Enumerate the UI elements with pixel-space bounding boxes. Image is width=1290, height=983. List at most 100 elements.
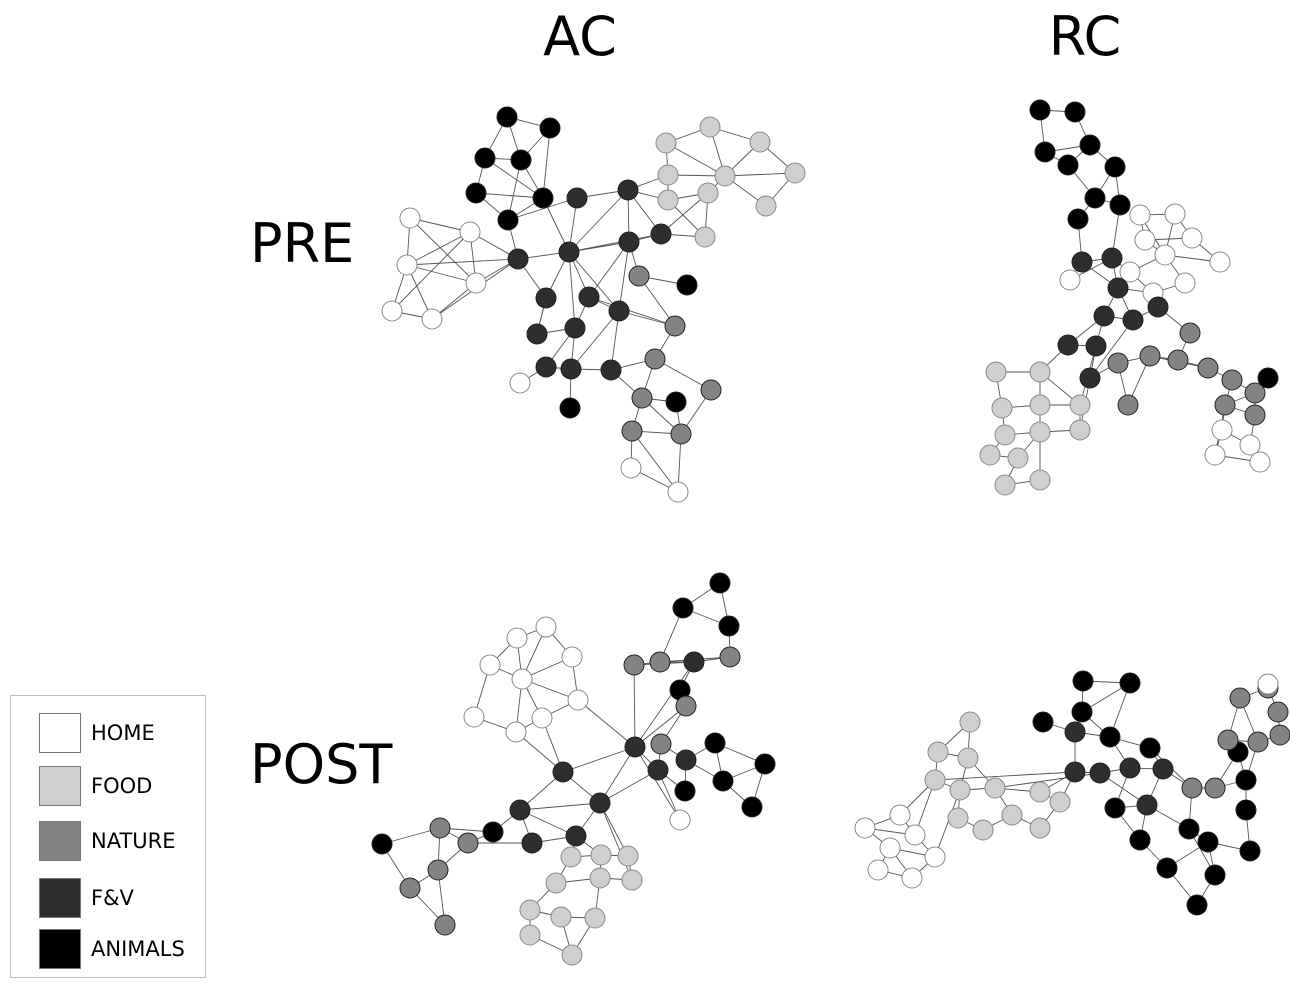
network-node xyxy=(889,804,911,826)
network-node xyxy=(482,821,504,843)
network-node xyxy=(1197,831,1219,853)
network-edge xyxy=(406,231,471,266)
network-node xyxy=(479,654,501,676)
network-node xyxy=(1244,404,1266,426)
network-node xyxy=(664,315,686,337)
network-node xyxy=(1029,817,1051,839)
network-node xyxy=(1069,419,1091,441)
network-node xyxy=(669,809,691,831)
network-node xyxy=(674,780,696,802)
network-edge xyxy=(634,705,687,748)
network-node xyxy=(1136,794,1158,816)
network-node xyxy=(699,116,721,138)
network-rc-pre xyxy=(979,99,1279,496)
network-node xyxy=(535,356,557,378)
network-node xyxy=(497,209,519,231)
network-node xyxy=(1057,154,1079,176)
network-node xyxy=(665,391,687,413)
network-node xyxy=(1089,762,1111,784)
network-node xyxy=(904,824,926,846)
network-node xyxy=(608,300,630,322)
network-node xyxy=(519,899,541,921)
network-node xyxy=(1071,251,1093,273)
network-node xyxy=(1064,101,1086,123)
network-node xyxy=(535,616,557,638)
network-node xyxy=(617,845,639,867)
network-edge xyxy=(599,802,633,881)
network-node xyxy=(1139,345,1161,367)
network-node xyxy=(994,424,1016,446)
legend-item-food: FOOD xyxy=(39,766,204,808)
network-node xyxy=(474,147,496,169)
network-node xyxy=(1214,394,1236,416)
network-node xyxy=(1099,726,1121,748)
legend-label-nature: NATURE xyxy=(91,829,176,853)
network-node xyxy=(985,361,1007,383)
network-edge xyxy=(568,233,662,253)
network-node xyxy=(1034,141,1056,163)
network-node xyxy=(650,733,672,755)
network-node xyxy=(621,869,643,891)
network-node xyxy=(1071,701,1093,723)
network-node xyxy=(657,164,679,186)
network-node xyxy=(854,817,876,839)
network-node xyxy=(1085,335,1107,357)
network-node xyxy=(578,286,600,308)
network-edge xyxy=(562,746,636,773)
network-node xyxy=(718,615,740,637)
network-node xyxy=(399,877,421,899)
legend-swatch-animals xyxy=(39,929,81,969)
network-node xyxy=(1152,758,1174,780)
network-node xyxy=(1211,419,1233,441)
network-node xyxy=(1174,272,1196,294)
network-node xyxy=(1204,444,1226,466)
legend-item-home: HOME xyxy=(39,713,204,755)
network-node xyxy=(1119,261,1141,283)
column-header-ac: AC xyxy=(543,5,617,68)
network-node xyxy=(1032,711,1054,733)
network-node xyxy=(879,837,901,859)
network-node xyxy=(457,832,479,854)
network-node xyxy=(465,182,487,204)
network-node xyxy=(1119,757,1141,779)
network-node xyxy=(396,254,418,276)
network-node xyxy=(459,221,481,243)
network-node xyxy=(617,179,639,201)
network-node xyxy=(1239,434,1261,456)
network-node xyxy=(1079,367,1101,389)
legend-label-fv: F&V xyxy=(91,886,134,910)
network-node xyxy=(526,323,548,345)
network-edge xyxy=(654,358,712,391)
network-node xyxy=(1179,322,1201,344)
network-edge xyxy=(724,172,796,177)
network-node xyxy=(561,944,583,966)
network-node xyxy=(784,162,806,184)
network-edge xyxy=(577,699,636,748)
legend-label-home: HOME xyxy=(91,721,155,745)
network-node xyxy=(1181,777,1203,799)
network-node xyxy=(867,859,889,881)
network-node xyxy=(1104,797,1126,819)
network-node xyxy=(519,924,541,946)
network-node xyxy=(559,397,581,419)
network-node xyxy=(511,668,533,690)
network-node xyxy=(657,189,679,211)
network-edge xyxy=(934,789,961,858)
network-edge xyxy=(391,231,471,312)
network-node xyxy=(620,457,642,479)
network-node xyxy=(545,872,567,894)
network-node xyxy=(1229,687,1251,709)
network-node xyxy=(589,792,611,814)
network-edge xyxy=(588,241,630,298)
network-node xyxy=(754,753,776,775)
network-edge xyxy=(406,258,519,266)
network-node xyxy=(1107,352,1129,374)
network-node xyxy=(1029,99,1051,121)
network-node xyxy=(421,308,443,330)
category-legend: HOME FOOD NATURE F&V ANIMALS xyxy=(10,695,206,978)
network-node xyxy=(683,651,705,673)
network-nodes xyxy=(979,99,1279,496)
network-node xyxy=(535,287,557,309)
network-node xyxy=(1269,724,1290,746)
network-node xyxy=(510,149,532,171)
